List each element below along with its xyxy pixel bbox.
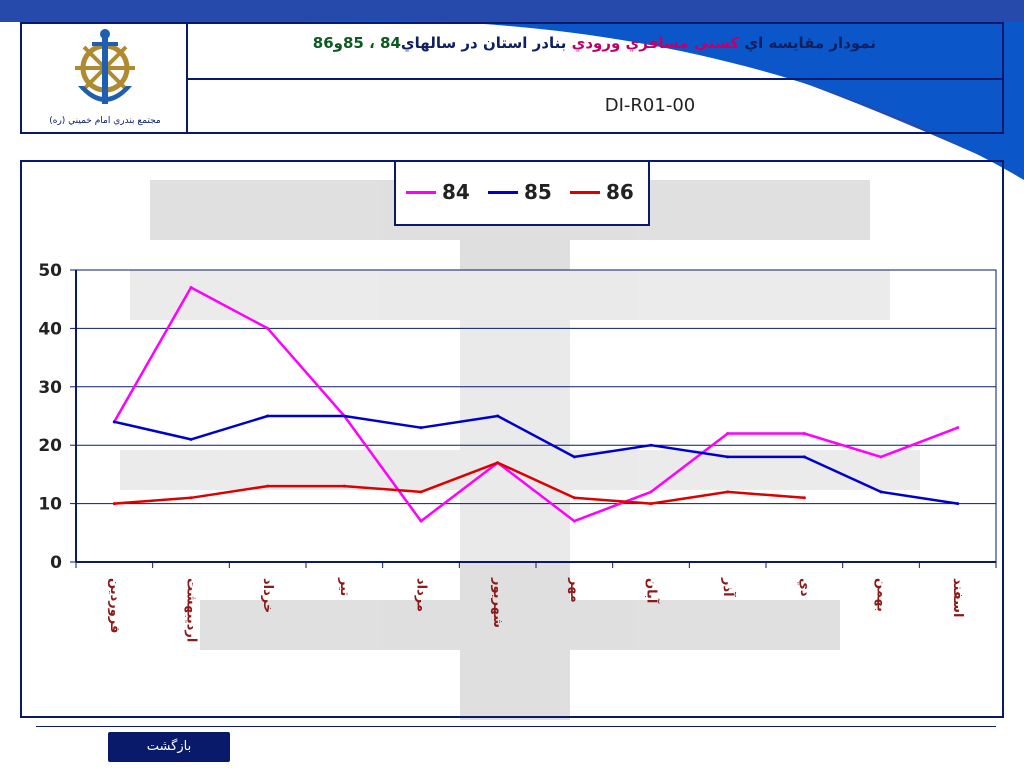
x-tick-label-10: بهمن <box>874 578 889 612</box>
data-point-85-1 <box>189 437 193 441</box>
data-point-85-9 <box>802 455 806 459</box>
x-tick-label-3: تير <box>337 577 352 596</box>
document-code: DI-R01-00 <box>604 95 696 116</box>
data-point-85-2 <box>266 414 270 418</box>
data-point-84-10 <box>879 455 883 459</box>
y-tick-label-20: 20 <box>38 436 62 456</box>
data-point-85-0 <box>112 420 116 424</box>
title-accent: كشتي مسافري ورودي <box>571 34 740 52</box>
data-point-86-6 <box>572 496 576 500</box>
data-point-84-4 <box>419 519 423 523</box>
title-part-2: بنادر استان در سالهاي <box>400 34 572 52</box>
data-point-85-4 <box>419 426 423 430</box>
y-tick-label-40: 40 <box>38 319 62 339</box>
series-line-85 <box>114 414 958 505</box>
anchor-wheel-logo-icon <box>75 29 135 104</box>
data-point-84-1 <box>189 286 193 290</box>
data-point-84-2 <box>266 326 270 330</box>
data-point-86-5 <box>496 461 500 465</box>
data-point-86-0 <box>112 502 116 506</box>
header-box: مجتمع بندري امام خميني (ره) نمودار مقايس… <box>20 22 1004 134</box>
legend-swatch-84 <box>406 191 436 194</box>
x-tick-label-6: مهر <box>567 577 582 603</box>
data-point-85-7 <box>649 443 653 447</box>
y-tick-label-50: 50 <box>38 261 62 281</box>
page-title: نمودار مقايسه اي كشتي مسافري ورودي بنادر… <box>313 34 876 52</box>
data-point-84-7 <box>649 490 653 494</box>
footer-divider <box>36 726 996 727</box>
title-part-1: نمودار مقايسه اي <box>739 34 876 52</box>
legend-label-85: 85 <box>524 180 552 204</box>
legend-swatch-86 <box>570 191 600 194</box>
data-point-84-11 <box>956 426 960 430</box>
line-chart: 0 10 20 30 40 50 فروردين ارديبهشت خرداد تير مرداد ش… <box>38 261 997 642</box>
data-point-84-6 <box>572 519 576 523</box>
x-tick-label-11: اسفند <box>950 578 965 617</box>
x-tick-label-4: مرداد <box>414 578 429 612</box>
data-point-86-8 <box>726 490 730 494</box>
data-point-85-10 <box>879 490 883 494</box>
data-point-86-1 <box>189 496 193 500</box>
legend-label-86: 86 <box>606 180 634 204</box>
x-tick-label-8: آذر <box>720 577 737 597</box>
x-tick-label-5: شهريور <box>490 577 505 628</box>
data-point-85-5 <box>496 414 500 418</box>
x-tick-label-7: آبان <box>644 578 661 604</box>
plot-area <box>75 269 997 563</box>
data-point-86-7 <box>649 502 653 506</box>
title-years: 84 ، 85و86 <box>312 34 401 52</box>
x-tick-label-9: دي <box>797 578 812 597</box>
y-tick-label-30: 30 <box>38 378 62 398</box>
data-point-85-11 <box>956 502 960 506</box>
data-point-85-6 <box>572 455 576 459</box>
organization-name: مجتمع بندري امام خميني (ره) <box>49 116 161 126</box>
x-tick-label-1: ارديبهشت <box>184 578 199 642</box>
series-line-86 <box>114 461 805 505</box>
title-row: نمودار مقايسه اي كشتي مسافري ورودي بنادر… <box>188 24 1002 80</box>
chart-frame: 0 10 20 30 40 50 فروردين ارديبهشت خرداد تير مرداد ش… <box>20 160 1004 718</box>
data-point-84-8 <box>726 432 730 436</box>
data-point-85-3 <box>342 414 346 418</box>
x-tick-label-0: فروردين <box>107 578 122 633</box>
legend-label-84: 84 <box>442 180 470 204</box>
legend-swatch-85 <box>488 191 518 194</box>
logo-cell: مجتمع بندري امام خميني (ره) <box>22 24 188 132</box>
x-tick-label-2: خرداد <box>260 578 275 613</box>
chart-legend: 84 85 86 <box>394 162 650 226</box>
data-point-85-8 <box>726 455 730 459</box>
series-line-84 <box>113 286 959 523</box>
data-point-86-4 <box>419 490 423 494</box>
data-point-86-9 <box>802 496 806 500</box>
y-tick-label-10: 10 <box>38 495 62 515</box>
data-point-84-9 <box>802 432 806 436</box>
data-point-86-2 <box>266 484 270 488</box>
y-tick-label-0: 0 <box>50 553 62 573</box>
data-point-86-3 <box>342 484 346 488</box>
back-button[interactable]: بازگشت <box>108 732 230 762</box>
